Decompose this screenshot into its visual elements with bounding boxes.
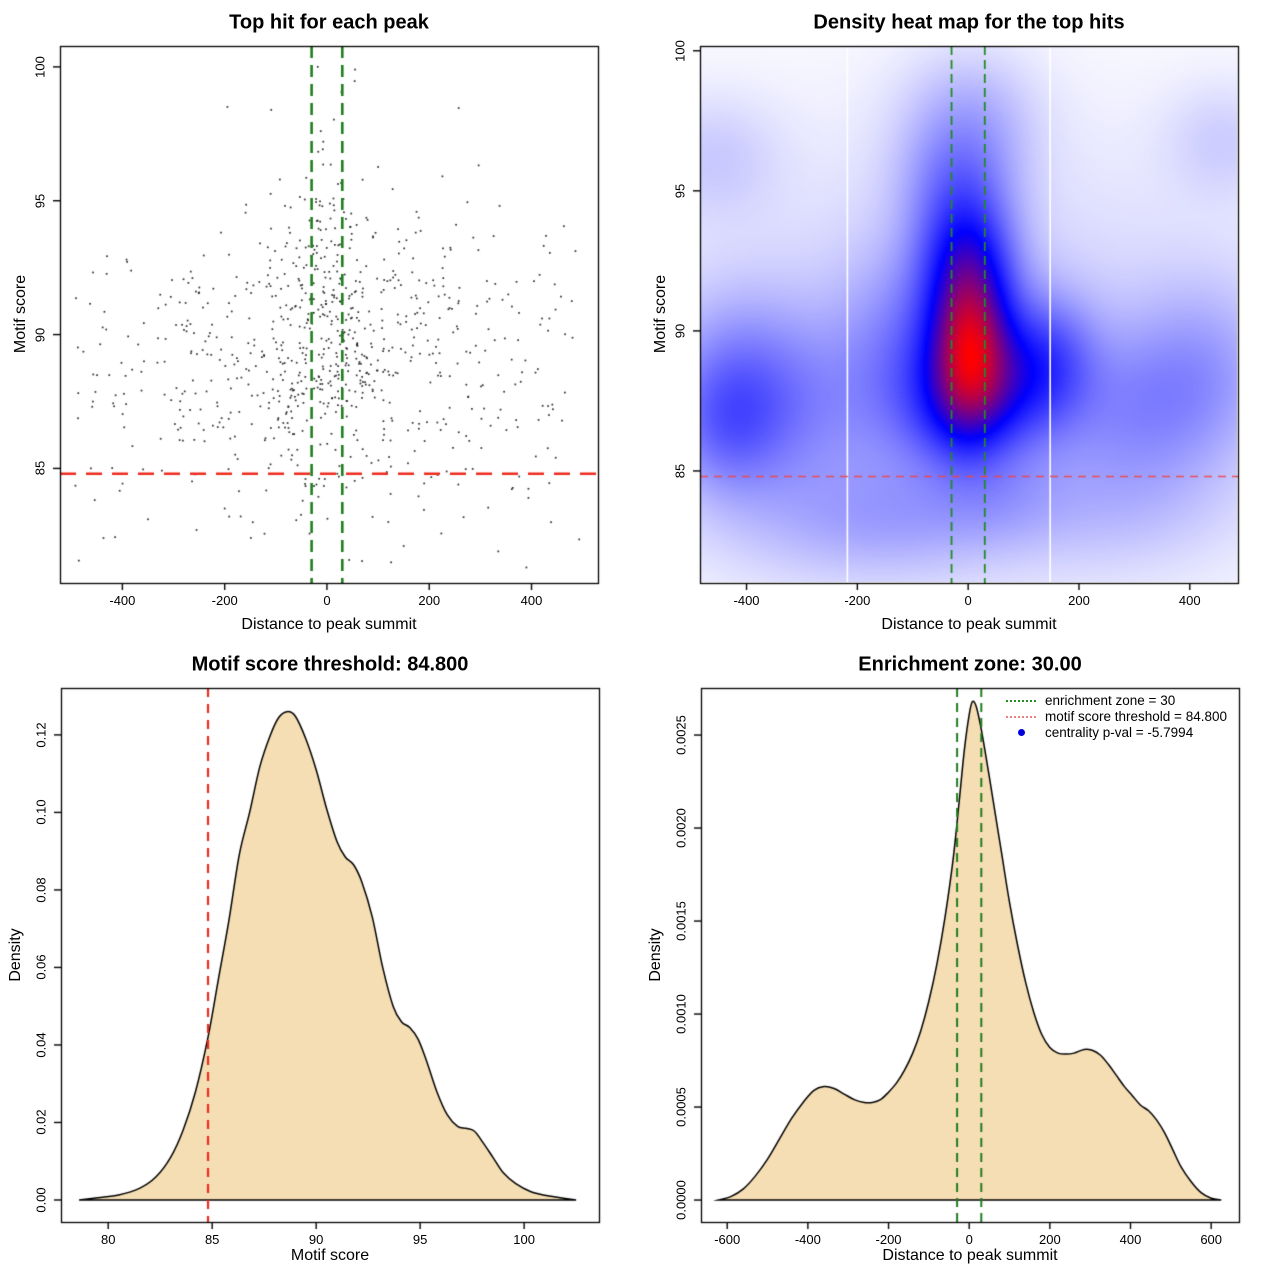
x-tick-label: 200	[1038, 1232, 1061, 1247]
x-tick-label: 0	[965, 1232, 973, 1247]
x-tick-label: -400	[733, 593, 760, 608]
y-tick-label: 0.08	[33, 877, 49, 903]
y-tick-label: 95	[32, 193, 48, 208]
y-tick-label: 0.0020	[673, 808, 689, 848]
centrality-pval-dot-icon	[1006, 729, 1036, 736]
y-tick-label: 90	[672, 323, 688, 339]
y-tick-label: 0.02	[33, 1109, 49, 1136]
heatmap-panel-title: Density heat map for the top hits	[813, 11, 1125, 34]
scatter-panel-title: Top hit for each peak	[229, 11, 429, 34]
motif-threshold-dotted-line-icon	[1006, 715, 1036, 718]
y-tick-label: 0.06	[33, 954, 49, 981]
y-tick-label: 85	[672, 463, 688, 479]
x-tick-label: 85	[204, 1232, 220, 1247]
y-tick-label: 0.0025	[673, 715, 689, 755]
x-tick-label: 80	[100, 1232, 116, 1247]
y-tick-label: 0.0005	[673, 1087, 689, 1127]
x-tick-label: 95	[412, 1232, 428, 1247]
y-tick-label: 0.12	[33, 722, 49, 748]
x-tick-label: -400	[794, 1232, 821, 1247]
distance-density-y-axis-label: Density	[647, 928, 664, 982]
legend: enrichment zone = 30 motif score thresho…	[1006, 693, 1227, 740]
score-density-y-axis-label: Density	[7, 928, 24, 982]
distance-density-panel-title: Enrichment zone: 30.00	[858, 653, 1082, 676]
legend-label: centrality p-val = -5.7994	[1045, 725, 1194, 740]
legend-item-centrality-pval: centrality p-val = -5.7994	[1006, 725, 1227, 740]
x-tick-label: 600	[1200, 1232, 1223, 1247]
x-tick-label: 0	[323, 593, 331, 608]
y-tick-label: 0.0010	[673, 994, 689, 1034]
y-tick-label: 100	[32, 56, 48, 78]
enrichment-zone-dotted-line-icon	[1006, 699, 1036, 702]
x-tick-label: 100	[513, 1232, 535, 1247]
x-tick-label: -600	[714, 1232, 741, 1247]
y-tick-label: 0.0000	[673, 1180, 689, 1220]
x-tick-label: 400	[1178, 593, 1201, 608]
y-tick-label: 0.04	[33, 1032, 49, 1058]
legend-label: enrichment zone = 30	[1045, 693, 1176, 708]
x-tick-label: 400	[520, 593, 543, 608]
y-tick-label: 0.0015	[673, 901, 689, 941]
scatter-y-axis-label: Motif score	[12, 274, 29, 354]
x-tick-label: -200	[844, 593, 871, 608]
y-tick-label: 95	[672, 183, 688, 199]
score-density-x-axis-label: Motif score	[290, 1247, 370, 1264]
x-tick-label: -200	[211, 593, 238, 608]
x-tick-label: 90	[308, 1232, 324, 1247]
scatter-x-axis-label: Distance to peak summit	[241, 616, 417, 633]
heatmap-y-axis-label: Motif score	[652, 274, 669, 354]
legend-item-enrichment-zone: enrichment zone = 30	[1006, 693, 1227, 708]
heatmap-x-axis-label: Distance to peak summit	[881, 616, 1057, 633]
legend-label: motif score threshold = 84.800	[1045, 709, 1227, 724]
legend-item-motif-score-threshold: motif score threshold = 84.800	[1006, 709, 1227, 724]
x-tick-label: 0	[964, 593, 972, 608]
x-tick-label: -400	[109, 593, 136, 608]
distance-density-x-axis-label: Distance to peak summit	[882, 1247, 1058, 1264]
y-tick-label: 90	[32, 327, 48, 342]
y-tick-label: 0.10	[33, 799, 49, 826]
x-tick-label: 200	[1068, 593, 1090, 608]
score-density-panel-title: Motif score threshold: 84.800	[191, 653, 469, 676]
y-tick-label: 0.00	[33, 1187, 49, 1213]
x-tick-label: -200	[875, 1232, 902, 1247]
x-tick-label: 400	[1119, 1232, 1142, 1247]
x-tick-label: 200	[418, 593, 441, 608]
y-tick-label: 100	[672, 39, 688, 62]
y-tick-label: 85	[32, 461, 48, 476]
